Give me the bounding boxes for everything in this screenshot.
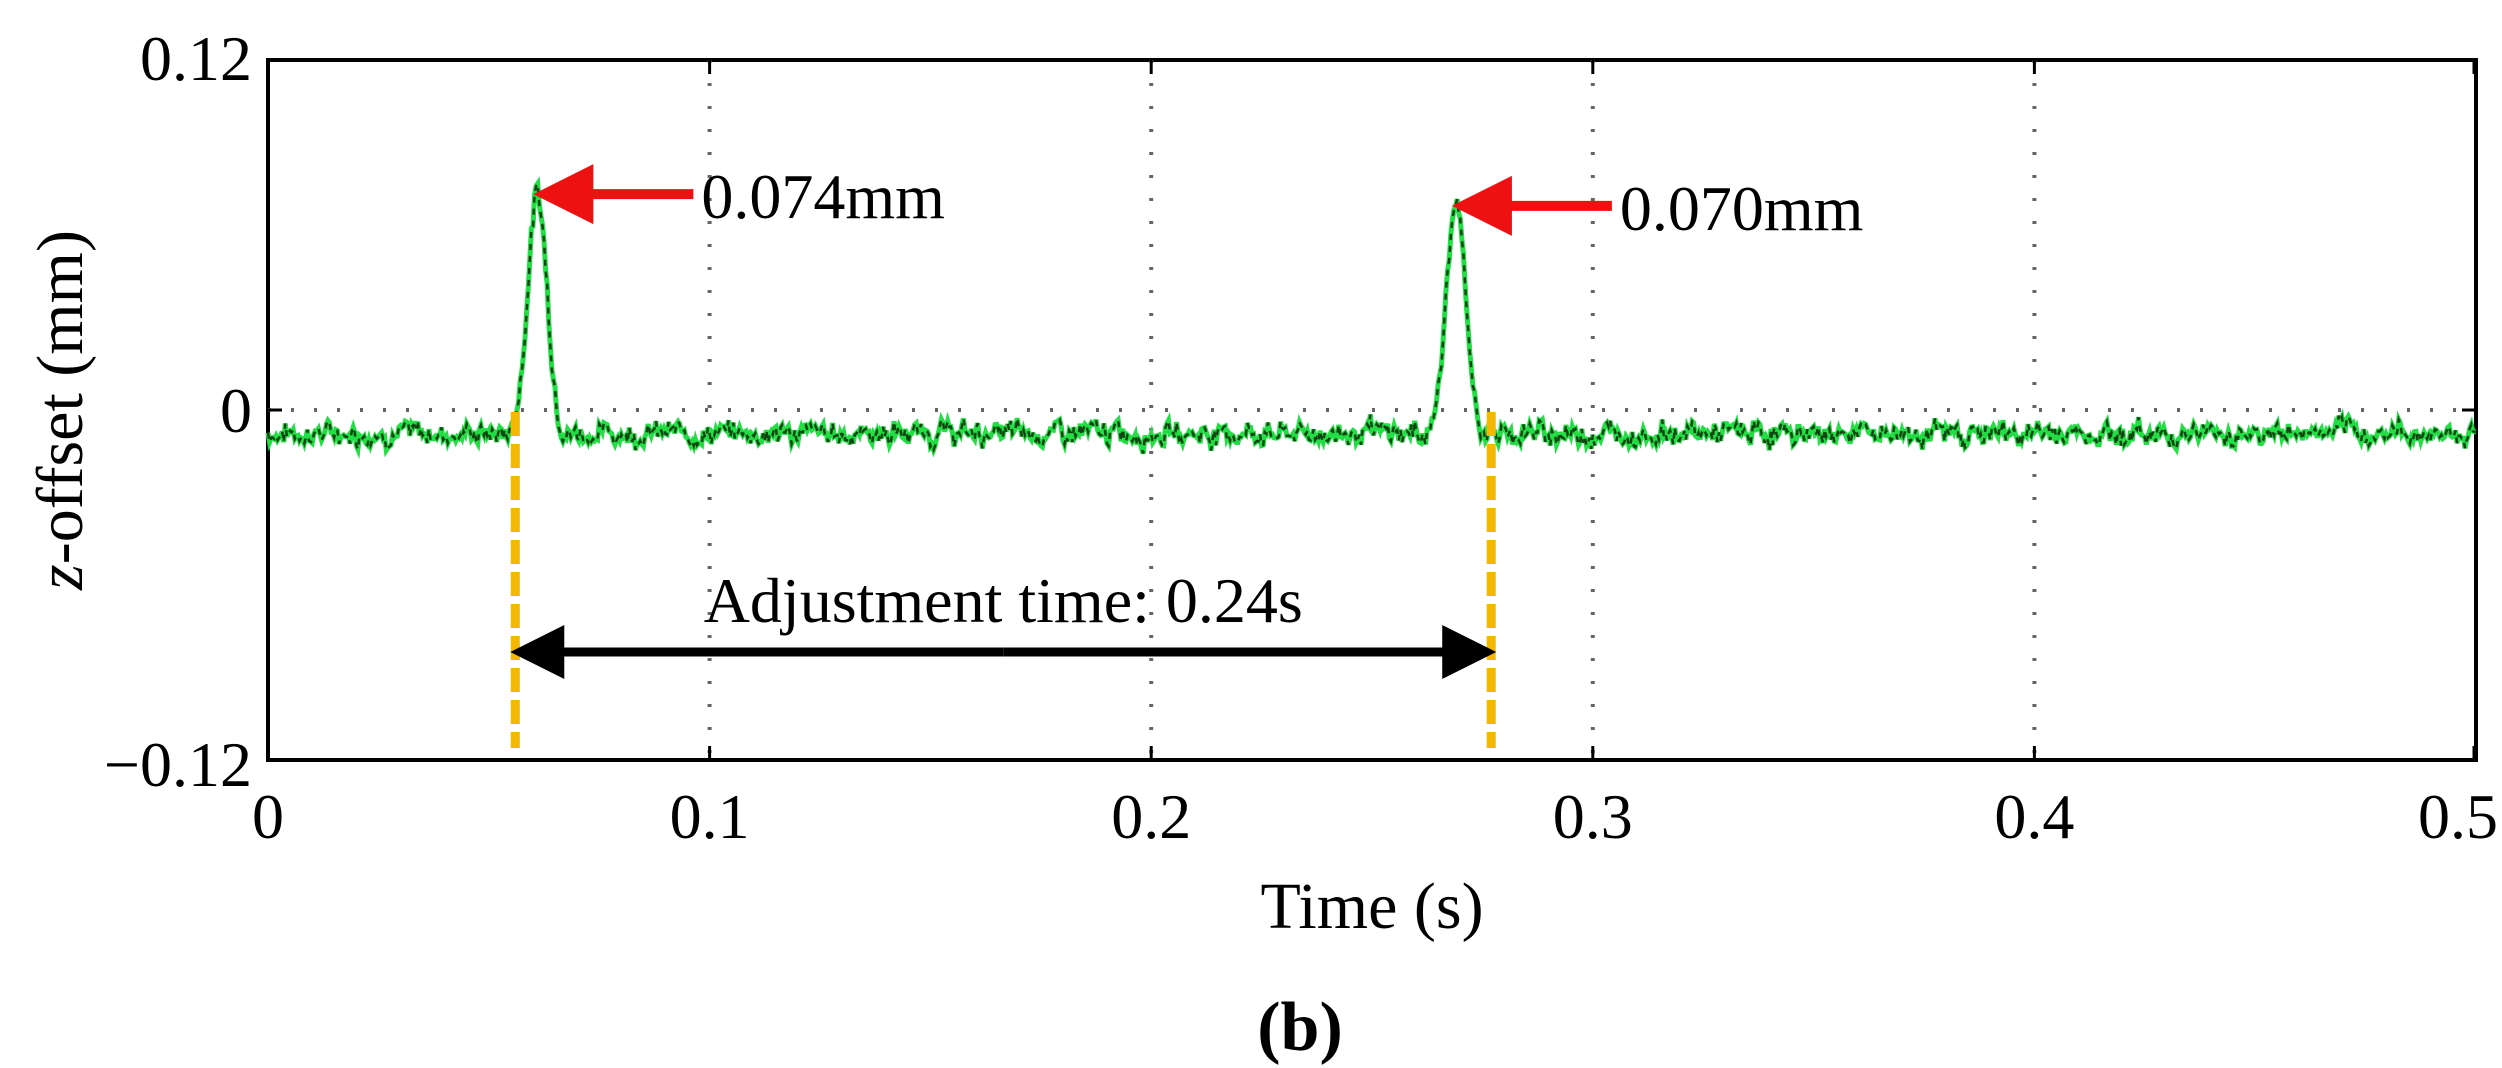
x-tick-label-1: 0.1 — [670, 781, 750, 852]
y-axis-label-italic: z — [24, 564, 97, 591]
grid-lines — [268, 60, 2476, 760]
panel-label: (b) — [1257, 989, 1343, 1066]
markers-group — [510, 412, 1496, 748]
y-tick-label-1: 0 — [220, 375, 252, 446]
annotations-group: 0.074mm 0.070mm Adjustment time: 0.24s — [510, 161, 1864, 679]
x-tick-label-4: 0.4 — [1994, 781, 2074, 852]
annotation-label-1: 0.074mm — [701, 161, 945, 232]
series-group — [265, 176, 2477, 460]
x-tick-label-0: 0 — [252, 781, 284, 852]
y-tick-label-0: 0.12 — [140, 23, 252, 94]
annotation-label-2: 0.070mm — [1620, 173, 1864, 244]
y-tick-label-2: −0.12 — [104, 729, 252, 800]
y-axis-label-rest: -offset (mm) — [24, 230, 97, 564]
ticks-group: 0 0.1 0.2 0.3 0.4 0.50.120−0.12 — [104, 23, 2498, 852]
x-axis-label: Time (s) — [1260, 870, 1483, 943]
x-tick-label-3: 0.3 — [1553, 781, 1633, 852]
y-axis-label: z-offset (mm) — [24, 230, 97, 591]
x-tick-label-5: 0.5 — [2418, 781, 2498, 852]
series-line-z-offset-dash — [266, 179, 2477, 455]
x-tick-label-2: 0.2 — [1111, 781, 1191, 852]
duration-label: Adjustment time: 0.24s — [704, 565, 1303, 636]
